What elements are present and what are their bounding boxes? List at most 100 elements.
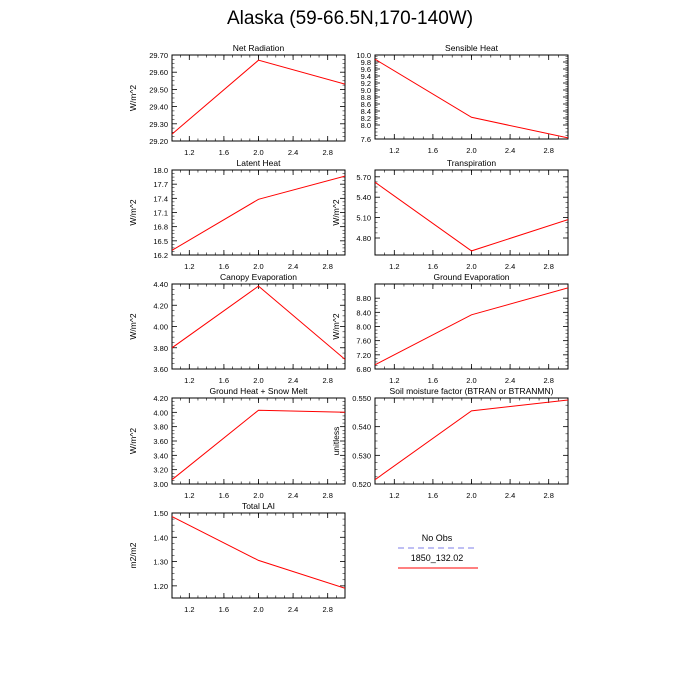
chart-title: Ground Heat + Snow Melt — [209, 386, 308, 396]
plot-frame — [171, 283, 346, 370]
y-tick-label: 0.520 — [352, 480, 371, 489]
plot-frame — [374, 169, 569, 256]
chart-title: Net Radiation — [233, 43, 285, 53]
x-tick-label: 1.6 — [219, 148, 229, 157]
x-tick-label: 1.2 — [389, 376, 399, 385]
legend-label-run: 1850_132.02 — [411, 553, 464, 563]
series-line-1 — [375, 287, 568, 366]
x-tick-label: 2.0 — [253, 148, 263, 157]
legend: No Obs 1850_132.02 — [398, 533, 478, 569]
x-tick-label: 2.4 — [505, 376, 515, 385]
y-tick-label: 3.00 — [153, 480, 168, 489]
y-tick-label: 16.8 — [153, 223, 168, 232]
y-tick-label: 3.80 — [153, 423, 168, 432]
y-tick-label: 7.60 — [356, 337, 371, 346]
series-line-1 — [375, 181, 568, 252]
y-tick-label: 18.0 — [153, 166, 168, 175]
chart-title: Transpiration — [447, 158, 497, 168]
x-tick-label: 2.8 — [543, 146, 553, 155]
y-tick-label: 8.6 — [361, 100, 371, 109]
y-tick-label: 29.60 — [149, 68, 168, 77]
x-tick-label: 1.2 — [184, 148, 194, 157]
y-tick-label: 1.40 — [153, 533, 168, 542]
x-tick-label: 1.6 — [428, 376, 438, 385]
y-tick-label: 1.20 — [153, 582, 168, 591]
x-tick-label: 1.6 — [428, 262, 438, 271]
series-line-1 — [375, 58, 568, 139]
y-tick-label: 0.550 — [352, 394, 371, 403]
x-tick-label: 2.0 — [253, 491, 263, 500]
y-tick-label: 1.50 — [153, 509, 168, 518]
x-tick-label: 2.4 — [505, 262, 515, 271]
y-tick-label: 17.4 — [153, 194, 168, 203]
y-tick-label: 4.00 — [153, 408, 168, 417]
chart-panel-9: Total LAI m2/m2 1.2 1.6 2.0 2.4 2.8 1.20 1.30 1.4… — [128, 501, 346, 614]
y-tick-label: 7.6 — [361, 135, 371, 144]
legend-label-no-obs: No Obs — [422, 533, 453, 543]
chart-title: Soil moisture factor (BTRAN or BTRANMN) — [390, 386, 554, 396]
y-tick-label: 3.40 — [153, 451, 168, 460]
chart-title: Canopy Evaporation — [220, 272, 297, 282]
y-tick-label: 10.0 — [356, 51, 371, 60]
y-tick-label: 9.4 — [361, 72, 371, 81]
y-axis-label: W/m^2 — [128, 85, 138, 111]
y-axis-label: W/m^2 — [331, 199, 341, 225]
y-tick-label: 29.20 — [149, 137, 168, 146]
x-tick-label: 2.8 — [322, 491, 332, 500]
y-tick-label: 4.20 — [153, 394, 168, 403]
y-tick-label: 9.8 — [361, 58, 371, 67]
y-axis-label: m2/m2 — [128, 542, 138, 568]
x-tick-label: 2.8 — [322, 605, 332, 614]
x-tick-label: 2.0 — [466, 376, 476, 385]
series-line-1 — [172, 409, 345, 481]
x-tick-label: 1.2 — [184, 376, 194, 385]
y-tick-label: 29.30 — [149, 120, 168, 129]
x-tick-label: 2.4 — [288, 262, 298, 271]
x-tick-label: 2.4 — [288, 491, 298, 500]
y-tick-label: 6.80 — [356, 365, 371, 374]
chart-title: Sensible Heat — [445, 43, 499, 53]
y-tick-label: 4.20 — [153, 301, 168, 310]
y-tick-label: 0.530 — [352, 451, 371, 460]
x-tick-label: 2.8 — [322, 262, 332, 271]
y-axis-label: W/m^2 — [128, 428, 138, 454]
series-line-1 — [172, 59, 345, 135]
series-line-1 — [172, 285, 345, 360]
series-line-1 — [375, 399, 568, 481]
y-tick-label: 5.10 — [356, 214, 371, 223]
series-line-1 — [172, 175, 345, 251]
x-tick-label: 1.6 — [219, 262, 229, 271]
series-line-1 — [172, 516, 345, 589]
x-tick-label: 1.2 — [184, 262, 194, 271]
y-tick-label: 29.40 — [149, 103, 168, 112]
x-tick-label: 2.4 — [288, 148, 298, 157]
x-tick-label: 2.4 — [288, 376, 298, 385]
y-axis-label: W/m^2 — [128, 313, 138, 339]
chart-panel-4: Transpiration W/m^2 1.2 1.6 2.0 2.4 2.8 4.80 5.1… — [331, 158, 569, 271]
plot-frame — [171, 512, 346, 599]
y-tick-label: 8.4 — [361, 107, 371, 116]
y-tick-label: 4.00 — [153, 323, 168, 332]
y-tick-label: 8.40 — [356, 308, 371, 317]
x-tick-label: 1.2 — [389, 491, 399, 500]
y-tick-label: 8.80 — [356, 294, 371, 303]
y-tick-label: 8.8 — [361, 93, 371, 102]
x-tick-label: 2.8 — [543, 376, 553, 385]
y-tick-label: 3.60 — [153, 437, 168, 446]
chart-panel-8: Soil moisture factor (BTRAN or BTRANMN) u… — [331, 386, 569, 500]
y-tick-label: 1.30 — [153, 558, 168, 567]
x-tick-label: 2.4 — [505, 491, 515, 500]
x-tick-label: 2.0 — [253, 605, 263, 614]
plot-frame — [374, 283, 569, 370]
x-tick-label: 1.2 — [389, 146, 399, 155]
chart-panel-5: Canopy Evaporation W/m^2 1.2 1.6 2.0 2.4 2.8 3.… — [128, 272, 346, 385]
y-tick-label: 8.00 — [356, 323, 371, 332]
chart-panel-1: Net Radiation W/m^2 1.2 1.6 2.0 2.4 2.8 29.20 29… — [128, 43, 346, 157]
x-tick-label: 2.4 — [505, 146, 515, 155]
x-tick-label: 1.6 — [219, 605, 229, 614]
chart-panel-6: Ground Evaporation W/m^2 1.2 1.6 2.0 2.4 2.8 6.… — [331, 272, 569, 385]
y-tick-label: 4.80 — [356, 234, 371, 243]
x-tick-label: 1.6 — [428, 491, 438, 500]
x-tick-label: 2.8 — [322, 376, 332, 385]
